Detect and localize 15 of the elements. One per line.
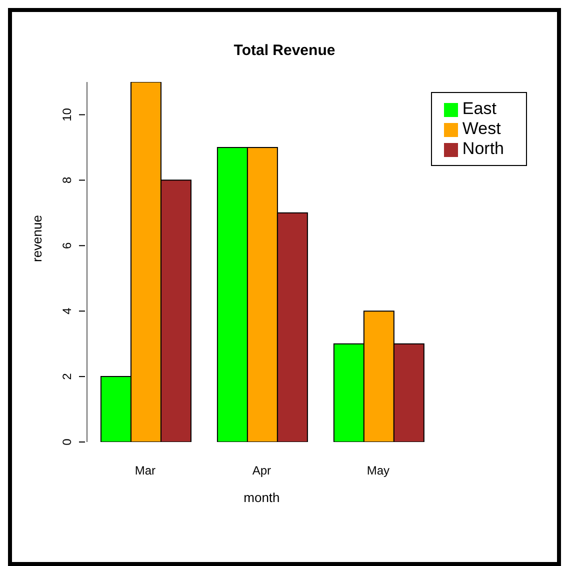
x-tick-label: Apr <box>252 464 272 478</box>
x-tick-label: Mar <box>134 464 156 478</box>
chart-title: Total Revenue <box>232 42 336 59</box>
y-axis-title: revenue <box>30 215 45 262</box>
y-tick-label: 10 <box>60 108 74 122</box>
y-tick-label: 2 <box>60 372 74 380</box>
legend-label: East <box>462 99 496 118</box>
y-tick-label: 4 <box>60 307 74 314</box>
legend-label: North <box>462 139 504 158</box>
x-tick-label: May <box>366 464 390 478</box>
y-tick-label: 6 <box>60 242 74 249</box>
y-tick-label: 8 <box>60 176 74 184</box>
y-tick-label: 0 <box>60 438 74 446</box>
x-axis-title: month <box>244 490 280 505</box>
legend-label: West <box>462 119 501 138</box>
